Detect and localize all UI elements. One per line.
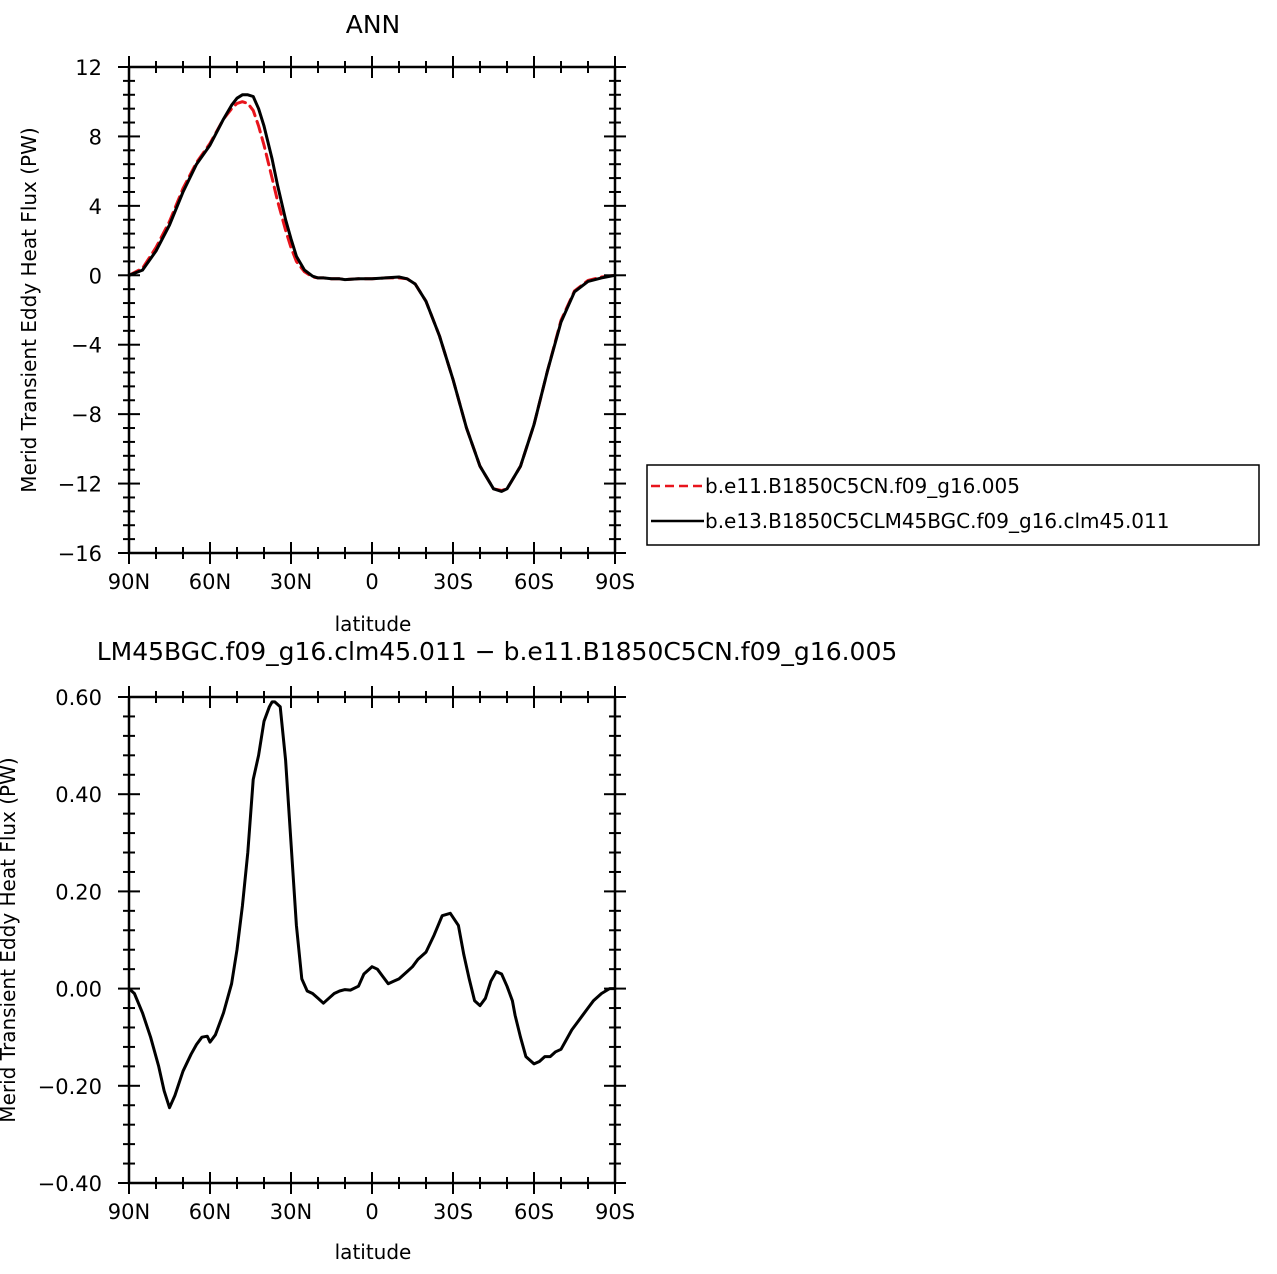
top-x-tick-label: 30N — [270, 570, 312, 594]
top-y-tick-label: 12 — [75, 56, 102, 80]
top-y-tick-label: −8 — [71, 403, 102, 427]
bottom-x-tick-label: 30N — [270, 1200, 312, 1224]
top-plot-area — [118, 56, 626, 564]
bottom-y-tick-label: 0.20 — [55, 880, 102, 904]
bottom-y-tick-label: 0.60 — [55, 686, 102, 710]
top-y-tick-label: −12 — [58, 473, 102, 497]
top-x-tick-label: 90N — [108, 570, 150, 594]
top-y-tick-label: 0 — [89, 264, 102, 288]
bottom-x-tick-label: 30S — [433, 1200, 473, 1224]
legend-label-experiment: b.e13.B1850C5CLM45BGC.f09_g16.clm45.011 — [705, 509, 1169, 533]
legend-box — [646, 464, 1260, 546]
top-y-axis-label: Merid Transient Eddy Heat Flux (PW) — [17, 127, 41, 492]
top-y-tick-label: 4 — [89, 195, 102, 219]
bottom-x-tick-labels: 90N 60N 30N 0 30S 60S 90S — [108, 1200, 635, 1224]
bottom-series-line-0 — [127, 700, 617, 1110]
bottom-panel: LM45BGC.f09_g16.clm45.011 − b.e11.B1850C… — [0, 637, 897, 1264]
bottom-y-axis-label: Merid Transient Eddy Heat Flux (PW) — [0, 757, 20, 1122]
top-x-axis-label: latitude — [335, 612, 412, 636]
top-y-tick-label: −4 — [71, 334, 102, 358]
bottom-chart-title: LM45BGC.f09_g16.clm45.011 − b.e11.B1850C… — [97, 637, 898, 666]
top-x-tick-label: 0 — [365, 570, 378, 594]
top-x-tick-label: 30S — [433, 570, 473, 594]
top-plot-frame — [127, 65, 617, 555]
top-plot-background — [129, 67, 615, 553]
top-series-group — [127, 93, 617, 493]
bottom-x-tick-label: 60S — [514, 1200, 554, 1224]
bottom-plot-area — [118, 686, 626, 1194]
bottom-series-group — [127, 700, 617, 1110]
top-x-tick-labels: 90N 60N 30N 0 30S 60S 90S — [108, 570, 635, 594]
bottom-x-tick-label: 90N — [108, 1200, 150, 1224]
bottom-plot-frame — [127, 695, 617, 1185]
top-series-line-1 — [127, 93, 617, 493]
bottom-x-tick-label: 0 — [365, 1200, 378, 1224]
top-x-tick-label: 60N — [189, 570, 231, 594]
bottom-plot-background — [129, 697, 615, 1183]
top-panel: ANN 90N 60N 30N 0 30S 60S 90S 12840−4−8−12−16 … — [17, 10, 1260, 636]
top-y-tick-labels: 12 8 4 0 −4 −8 −12 −16 — [58, 56, 102, 566]
bottom-y-tick-label: −0.20 — [38, 1075, 102, 1099]
bottom-y-tick-label: −0.40 — [38, 1172, 102, 1196]
top-x-tick-label: 60S — [514, 570, 554, 594]
top-y-tick-label: 8 — [89, 125, 102, 149]
bottom-x-tick-label: 90S — [595, 1200, 635, 1224]
top-chart-title: ANN — [346, 10, 401, 39]
top-y-tick-label: −16 — [58, 542, 102, 566]
bottom-x-axis-label: latitude — [335, 1240, 412, 1264]
top-x-tick-label: 90S — [595, 570, 635, 594]
bottom-y-tick-label: 0.00 — [55, 978, 102, 1002]
bottom-y-tick-labels: 0.60 0.40 0.20 0.00 −0.20 −0.40 — [38, 686, 102, 1196]
legend-label-control: b.e11.B1850C5CN.f09_g16.005 — [705, 474, 1020, 498]
bottom-y-tick-label: 0.40 — [55, 783, 102, 807]
bottom-x-tick-label: 60N — [189, 1200, 231, 1224]
legend: b.e11.B1850C5CN.f09_g16.005 b.e13.B1850C… — [646, 464, 1260, 546]
